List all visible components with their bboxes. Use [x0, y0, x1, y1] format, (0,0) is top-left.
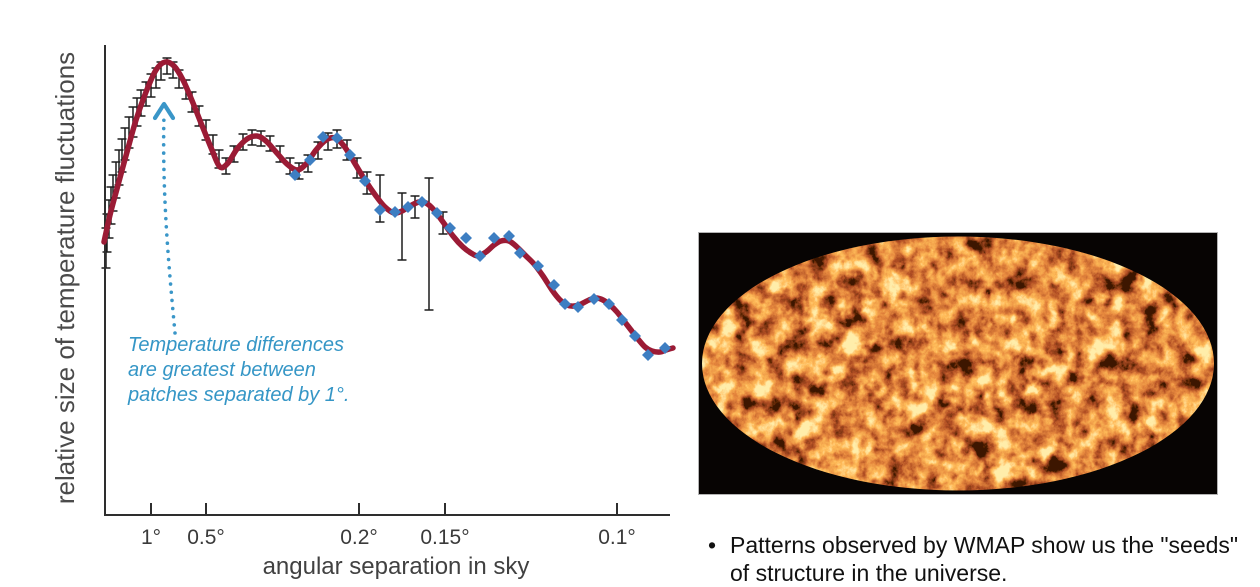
data-point-diamond [389, 206, 401, 218]
data-point-diamond [629, 330, 641, 342]
data-point-diamond [603, 298, 615, 310]
data-point-diamond [488, 232, 500, 244]
bullet-caption: • Patterns observed by WMAP show us the … [708, 531, 1253, 587]
data-point-diamond [359, 175, 371, 187]
x-axis-title: angular separation in sky [263, 553, 530, 580]
data-point-diamond [416, 196, 428, 208]
data-point-diamond [304, 154, 316, 166]
wmap-cmb-map-image [698, 232, 1218, 495]
annotation-line-1: Temperature differences [128, 334, 344, 356]
data-point-diamond [503, 230, 515, 242]
data-point-diamond [402, 201, 414, 213]
data-point-diamond [616, 314, 628, 326]
data-point-diamond [588, 293, 600, 305]
data-point-diamond [331, 132, 343, 144]
data-point-diamond [289, 169, 301, 181]
data-point-diamond [344, 149, 356, 161]
x-tick-label: 0.15° [420, 526, 469, 549]
data-point-diamond [317, 131, 329, 143]
annotation-text: Temperature differences are greatest bet… [127, 334, 349, 406]
data-point-diamond [659, 342, 671, 354]
x-tick-label: 1° [141, 526, 161, 549]
x-ticks-group: 1° 0.5° 0.2° 0.15° 0.1° [141, 503, 636, 549]
error-bars-group [101, 57, 448, 311]
annotation-line-3: patches separated by 1°. [127, 384, 349, 406]
data-point-diamond [559, 298, 571, 310]
axes-group [104, 45, 670, 516]
x-tick-label: 0.1° [598, 526, 636, 549]
y-axis-title: relative size of temperature fluctuation… [50, 52, 80, 504]
data-points-group [289, 131, 671, 361]
annotation-arrow-group [152, 101, 177, 335]
data-point-diamond [444, 222, 456, 234]
x-tick-label: 0.5° [187, 526, 225, 549]
spectrum-model-curve [101, 59, 676, 355]
error-bar [410, 195, 420, 219]
cmb-power-spectrum-chart: 1° 0.5° 0.2° 0.15° 0.1° relative size of tem… [50, 45, 676, 580]
data-point-diamond [572, 301, 584, 313]
data-point-diamond [474, 250, 486, 262]
annotation-line-2: are greatest between [128, 359, 316, 381]
data-point-diamond [431, 207, 443, 219]
arrowhead-icon [152, 101, 176, 121]
data-point-diamond [548, 279, 560, 291]
error-bar [397, 192, 407, 261]
bullet-text-line-2: of structure in the universe. [730, 560, 1008, 586]
bullet-marker: • [708, 532, 717, 558]
spectrum-curve-group [101, 59, 676, 355]
data-point-diamond [460, 232, 472, 244]
x-tick-label: 0.2° [340, 526, 378, 549]
data-point-diamond [374, 204, 386, 216]
error-bar [424, 177, 434, 311]
bullet-text-line-1: Patterns observed by WMAP show us the "s… [730, 532, 1239, 558]
annotation-dotted-arrow [161, 112, 177, 335]
data-point-diamond [514, 247, 526, 259]
wmap-map-svg [698, 232, 1218, 495]
bullet-text: Patterns observed by WMAP show us the "s… [730, 531, 1238, 587]
data-point-diamond [532, 260, 544, 272]
map-border [698, 232, 1218, 495]
cmb-sky-ellipse [702, 236, 1214, 491]
data-point-diamond [642, 349, 654, 361]
